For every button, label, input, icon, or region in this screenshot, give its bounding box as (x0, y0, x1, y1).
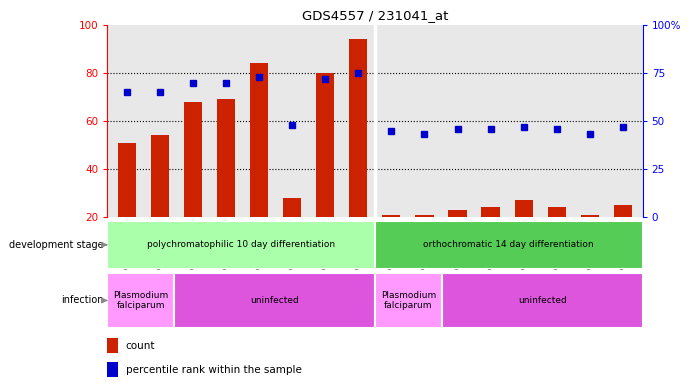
Bar (515, 200, 533, 217)
Bar (217, 99, 235, 217)
Text: Plasmodium
falciparum: Plasmodium falciparum (113, 291, 168, 310)
Bar (482, 207, 500, 217)
Text: Plasmodium
falciparum: Plasmodium falciparum (381, 291, 436, 310)
Text: uninfected: uninfected (518, 296, 567, 305)
Bar (151, 136, 169, 217)
Bar (580, 215, 599, 217)
Bar (442, 273, 643, 328)
Text: development stage: development stage (9, 240, 104, 250)
Bar (375, 273, 442, 328)
Text: uninfected: uninfected (250, 296, 299, 305)
Bar (448, 210, 466, 217)
Bar (107, 273, 174, 328)
Title: GDS4557 / 231041_at: GDS4557 / 231041_at (302, 9, 448, 22)
Bar (107, 221, 375, 269)
Bar (415, 215, 433, 217)
Bar (375, 221, 643, 269)
Bar (250, 63, 268, 217)
Text: orthochromatic 14 day differentiation: orthochromatic 14 day differentiation (424, 240, 594, 249)
Bar (316, 73, 334, 217)
Bar (118, 142, 136, 217)
Text: polychromatophilic 10 day differentiation: polychromatophilic 10 day differentiatio… (147, 240, 335, 249)
Bar (349, 40, 368, 217)
Bar (547, 207, 566, 217)
Text: percentile rank within the sample: percentile rank within the sample (126, 364, 302, 375)
Bar (614, 205, 632, 217)
Bar (107, 362, 117, 377)
Bar (107, 338, 117, 353)
Bar (174, 273, 375, 328)
Text: infection: infection (61, 295, 104, 306)
Bar (184, 102, 202, 217)
Bar (382, 215, 401, 217)
Bar (283, 198, 301, 217)
Text: count: count (126, 341, 155, 351)
